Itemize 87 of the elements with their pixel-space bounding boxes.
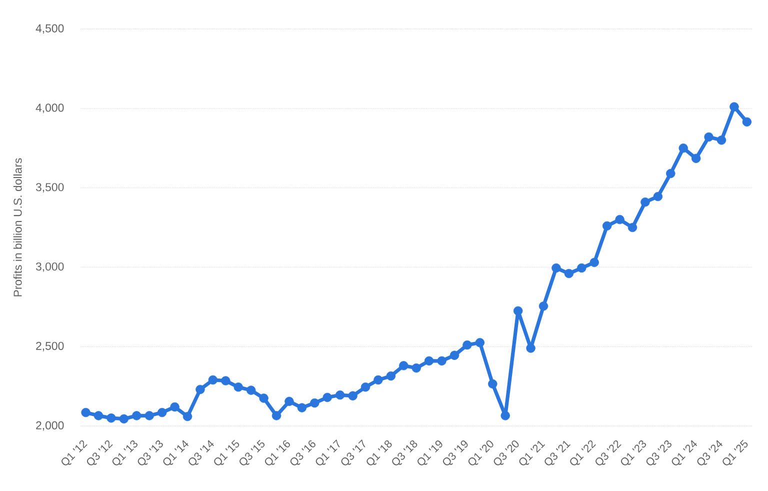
point — [374, 375, 383, 385]
point — [297, 403, 307, 412]
x-tick-label: Q1 '22 — [570, 440, 596, 466]
point — [538, 302, 548, 311]
point — [462, 340, 472, 350]
x-tick-label: Q1 '16 — [264, 440, 290, 466]
point — [602, 221, 612, 231]
point — [272, 411, 282, 420]
point — [500, 411, 510, 420]
point — [399, 361, 408, 370]
point — [132, 411, 142, 420]
x-tick-label: Q3 '20 — [494, 440, 519, 466]
y-tick-label: 3,000 — [36, 262, 64, 272]
x-tick-label: Q3 '17 — [341, 440, 366, 466]
y-tick-label: 4,500 — [36, 24, 64, 34]
point — [526, 344, 536, 353]
x-tick-label: Q3 '23 — [646, 440, 672, 466]
point — [196, 384, 205, 394]
point — [730, 102, 739, 112]
y-tick-label: 2,500 — [36, 342, 64, 352]
x-tick-label: Q3 '19 — [442, 440, 468, 466]
point — [94, 411, 104, 420]
point — [450, 350, 460, 360]
point — [437, 356, 446, 366]
x-tick-label: Q3 '12 — [86, 440, 113, 466]
x-tick-label: Q1 '21 — [519, 440, 546, 466]
x-tick-label: Q1 '20 — [468, 440, 494, 466]
point — [513, 306, 523, 316]
point — [246, 386, 256, 395]
point — [577, 263, 586, 273]
point — [335, 390, 345, 400]
x-tick-label: Q1 '12 — [62, 440, 88, 466]
x-tick-label: Q3 '13 — [138, 440, 163, 466]
point — [170, 402, 180, 412]
y-tick-label: 3,500 — [36, 183, 64, 193]
point — [424, 356, 434, 366]
point — [704, 132, 714, 142]
point — [310, 398, 320, 408]
y-axis-title: Profits in billion U.S. dollars — [13, 158, 22, 296]
x-tick-label: Q1 '17 — [316, 440, 340, 466]
point — [590, 258, 599, 268]
point — [640, 197, 650, 207]
point — [234, 382, 243, 392]
point — [348, 391, 358, 400]
point — [208, 375, 218, 385]
x-tick-label: Q3 '24 — [697, 440, 722, 466]
point — [628, 222, 638, 232]
x-tick-label: Q1 '19 — [418, 440, 442, 466]
point — [412, 363, 421, 373]
point — [386, 371, 396, 381]
point — [284, 396, 294, 406]
x-tick-label: Q1 '13 — [112, 440, 138, 466]
point — [475, 338, 485, 348]
point — [653, 192, 663, 202]
point — [119, 414, 129, 424]
point — [106, 413, 116, 423]
y-tick-label: 4,000 — [36, 104, 64, 114]
x-tick-label: Q3 '22 — [596, 440, 622, 466]
x-tick-label: Q1 '24 — [672, 440, 698, 466]
x-tick-label: Q3 '14 — [188, 440, 214, 466]
point — [666, 168, 676, 178]
point — [552, 263, 561, 273]
x-tick-label: Q1 '18 — [366, 440, 392, 466]
point — [564, 268, 574, 278]
x-tick-label: Q1 '14 — [163, 440, 189, 466]
x-tick-label: Q3 '15 — [240, 440, 265, 466]
point — [157, 408, 167, 418]
point — [259, 394, 268, 403]
y-tick-label: 2,000 — [36, 421, 64, 431]
point — [81, 408, 90, 418]
x-tick-label: Q1 '25 — [722, 440, 748, 466]
x-tick-label: Q3 '18 — [392, 440, 418, 466]
point — [716, 136, 726, 145]
x-tick-label: Q1 '23 — [620, 440, 646, 466]
point — [360, 382, 370, 392]
point — [322, 392, 332, 402]
x-tick-label: Q3 '16 — [290, 440, 316, 466]
point — [742, 117, 752, 126]
point — [144, 411, 154, 420]
point — [691, 154, 701, 164]
point — [678, 144, 688, 153]
x-tick-label: Q3 '21 — [544, 440, 571, 466]
point — [615, 214, 624, 224]
point — [221, 376, 230, 386]
point — [182, 412, 192, 422]
x-tick-label: Q1 '15 — [214, 440, 240, 466]
point — [488, 379, 498, 389]
